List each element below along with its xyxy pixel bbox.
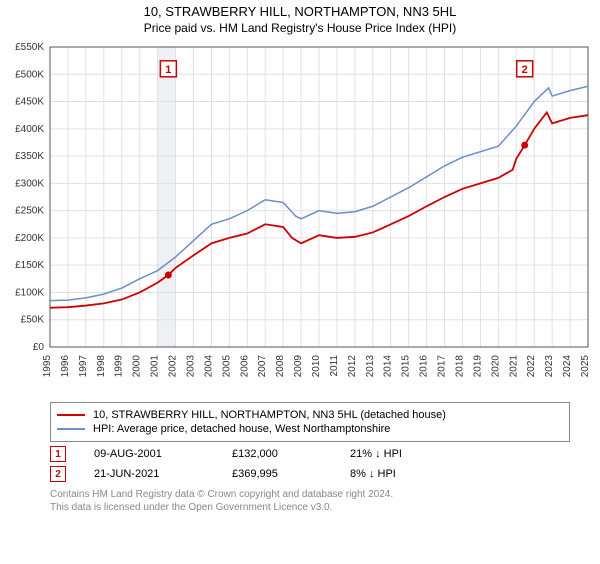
legend: 10, STRAWBERRY HILL, NORTHAMPTON, NN3 5H… xyxy=(50,402,570,442)
svg-text:2001: 2001 xyxy=(150,355,161,378)
svg-text:£450K: £450K xyxy=(15,97,44,108)
transaction-row: 1 09-AUG-2001 £132,000 21% ↓ HPI xyxy=(50,446,600,462)
svg-text:1999: 1999 xyxy=(114,355,125,378)
svg-text:2000: 2000 xyxy=(132,355,143,378)
svg-text:2012: 2012 xyxy=(347,355,358,378)
chart-subtitle: Price paid vs. HM Land Registry's House … xyxy=(0,21,600,35)
svg-text:2003: 2003 xyxy=(185,355,196,378)
svg-text:2: 2 xyxy=(522,64,528,76)
legend-row-hpi: HPI: Average price, detached house, West… xyxy=(57,423,563,435)
legend-swatch-hpi xyxy=(57,428,85,430)
svg-text:2008: 2008 xyxy=(275,355,286,378)
svg-text:£200K: £200K xyxy=(15,233,44,244)
svg-text:2002: 2002 xyxy=(168,355,179,378)
footer-line2: This data is licensed under the Open Gov… xyxy=(50,501,600,514)
svg-text:£100K: £100K xyxy=(15,287,44,298)
svg-text:2021: 2021 xyxy=(508,355,519,378)
svg-text:2004: 2004 xyxy=(203,355,214,378)
svg-text:2017: 2017 xyxy=(437,355,448,378)
footer: Contains HM Land Registry data © Crown c… xyxy=(50,488,600,514)
svg-text:2005: 2005 xyxy=(221,355,232,378)
transaction-marker: 1 xyxy=(50,446,66,462)
svg-text:2014: 2014 xyxy=(383,355,394,378)
svg-text:2013: 2013 xyxy=(365,355,376,378)
svg-text:1997: 1997 xyxy=(78,355,89,378)
svg-text:1996: 1996 xyxy=(60,355,71,378)
transaction-list: 1 09-AUG-2001 £132,000 21% ↓ HPI 2 21-JUN-202… xyxy=(0,446,600,482)
svg-text:£0: £0 xyxy=(33,342,45,353)
svg-text:2010: 2010 xyxy=(311,355,322,378)
transaction-date: 09-AUG-2001 xyxy=(94,448,204,460)
transaction-delta: 21% ↓ HPI xyxy=(350,448,402,460)
transaction-price: £369,995 xyxy=(232,468,322,480)
svg-text:2023: 2023 xyxy=(544,355,555,378)
svg-text:1: 1 xyxy=(165,64,171,76)
transaction-price: £132,000 xyxy=(232,448,322,460)
svg-text:2024: 2024 xyxy=(562,355,573,378)
svg-text:£250K: £250K xyxy=(15,206,44,217)
svg-text:£350K: £350K xyxy=(15,151,44,162)
svg-text:£50K: £50K xyxy=(21,315,45,326)
svg-text:2016: 2016 xyxy=(419,355,430,378)
svg-text:£400K: £400K xyxy=(15,124,44,135)
line-chart-svg: £0 £50K £100K £150K £200K £250K £300K £350K £400… xyxy=(0,41,600,393)
svg-text:2009: 2009 xyxy=(293,355,304,378)
svg-text:1995: 1995 xyxy=(42,355,53,378)
svg-text:£150K: £150K xyxy=(15,260,44,271)
svg-text:£300K: £300K xyxy=(15,178,44,189)
chart-title: 10, STRAWBERRY HILL, NORTHAMPTON, NN3 5H… xyxy=(0,4,600,19)
legend-label-hpi: HPI: Average price, detached house, West… xyxy=(93,423,390,435)
svg-text:£500K: £500K xyxy=(15,69,44,80)
svg-text:£550K: £550K xyxy=(15,42,44,53)
svg-text:2015: 2015 xyxy=(401,355,412,378)
svg-text:2019: 2019 xyxy=(472,355,483,378)
transaction-row: 2 21-JUN-2021 £369,995 8% ↓ HPI xyxy=(50,466,600,482)
legend-label-property: 10, STRAWBERRY HILL, NORTHAMPTON, NN3 5H… xyxy=(93,409,446,421)
svg-text:2007: 2007 xyxy=(257,355,268,378)
transaction-marker: 2 xyxy=(50,466,66,482)
svg-text:2018: 2018 xyxy=(454,355,465,378)
svg-text:2006: 2006 xyxy=(239,355,250,378)
footer-line1: Contains HM Land Registry data © Crown c… xyxy=(50,488,600,501)
svg-text:2025: 2025 xyxy=(580,355,591,378)
transaction-date: 21-JUN-2021 xyxy=(94,468,204,480)
svg-text:2011: 2011 xyxy=(329,355,340,377)
legend-swatch-property xyxy=(57,414,85,416)
legend-row-property: 10, STRAWBERRY HILL, NORTHAMPTON, NN3 5H… xyxy=(57,409,563,421)
svg-text:2022: 2022 xyxy=(526,355,537,378)
transaction-delta: 8% ↓ HPI xyxy=(350,468,396,480)
svg-text:1998: 1998 xyxy=(96,355,107,378)
svg-text:2020: 2020 xyxy=(490,355,501,378)
chart-area: £0 £50K £100K £150K £200K £250K £300K £350K £400… xyxy=(0,41,600,396)
